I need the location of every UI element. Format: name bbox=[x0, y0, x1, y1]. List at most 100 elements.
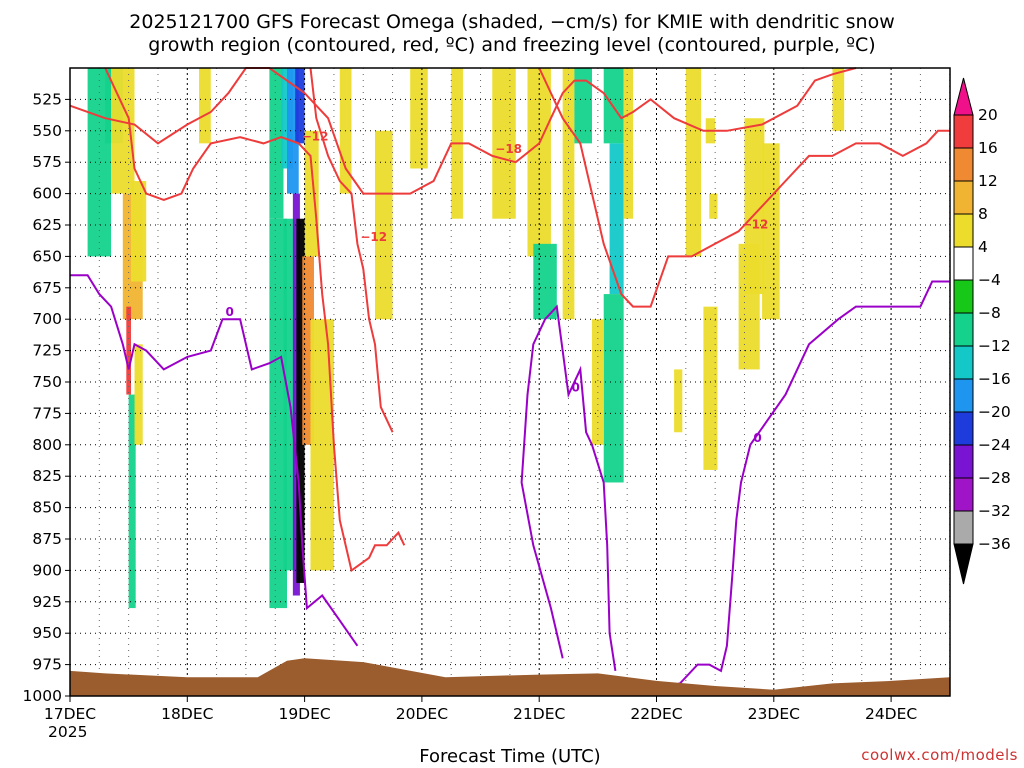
colorbar-swatch-5 bbox=[953, 246, 974, 281]
x-tick-label-23DEC: 23DEC bbox=[748, 705, 800, 723]
omega-cell-17 bbox=[302, 256, 314, 445]
colorbar-swatch-10 bbox=[953, 411, 974, 446]
omega-cell-2 bbox=[111, 68, 135, 194]
y-tick-label-700: 700 bbox=[32, 310, 62, 328]
omega-cell-22 bbox=[410, 68, 428, 169]
y-tick-label-775: 775 bbox=[32, 404, 62, 422]
omega-cell-34 bbox=[685, 68, 702, 257]
x-tick-label-21DEC: 21DEC bbox=[513, 705, 565, 723]
dgz-contour-right-0 bbox=[538, 67, 950, 308]
omega-cell-14 bbox=[283, 218, 296, 571]
omega-cell-7 bbox=[134, 344, 143, 445]
credit-text: coolwx.com/models bbox=[861, 746, 1018, 764]
freezing-level-contour-1 bbox=[70, 274, 359, 647]
dgz-contour-2 bbox=[309, 67, 394, 433]
colorbar-swatch-1 bbox=[953, 114, 974, 149]
colorbar-label-6: −8 bbox=[978, 304, 1001, 322]
y-tick-label-750: 750 bbox=[32, 373, 62, 391]
dgz-contour-right-0-label: −12 bbox=[742, 217, 769, 231]
y-tick-label-725: 725 bbox=[32, 342, 62, 360]
colorbar-label-1: 16 bbox=[978, 139, 998, 157]
terrain-polygon bbox=[70, 658, 950, 696]
colorbar-top-arrow bbox=[953, 77, 974, 116]
y-tick-label-925: 925 bbox=[32, 593, 62, 611]
colorbar-label-3: 8 bbox=[978, 205, 988, 223]
y-tick-label-950: 950 bbox=[32, 624, 62, 642]
colorbar-label-12: −32 bbox=[978, 502, 1011, 520]
omega-cell-24 bbox=[492, 68, 516, 219]
x-tick-label-20DEC: 20DEC bbox=[396, 705, 448, 723]
x-tick-label-18DEC: 18DEC bbox=[161, 705, 213, 723]
colorbar-label-7: −12 bbox=[978, 337, 1011, 355]
x-start-year: 2025 bbox=[48, 723, 87, 741]
colorbar-swatch-7 bbox=[953, 312, 974, 347]
omega-cell-27 bbox=[562, 68, 575, 320]
y-tick-label-675: 675 bbox=[32, 279, 62, 297]
omega-cell-31 bbox=[603, 294, 624, 483]
dgz-contour-0-label: −18 bbox=[495, 142, 522, 156]
y-tick-label-1000: 1000 bbox=[23, 687, 62, 705]
colorbar: 20 16 12 8 4 −4 −8 −12 −16 −20 −24 −28 −32 −36 bbox=[953, 77, 1011, 585]
colorbar-swatch-2 bbox=[953, 147, 974, 182]
omega-cell-30 bbox=[609, 143, 624, 295]
freezing-level-contour-3 bbox=[656, 280, 950, 691]
omega-cell-28 bbox=[574, 68, 592, 144]
colorbar-label-5: −4 bbox=[978, 271, 1001, 289]
omega-cell-25 bbox=[527, 68, 551, 257]
y-tick-label-825: 825 bbox=[32, 467, 62, 485]
colorbar-bottom-arrow bbox=[953, 543, 974, 585]
y-tick-label-800: 800 bbox=[32, 436, 62, 454]
omega-cell-8 bbox=[199, 68, 211, 144]
dgz-contour-0 bbox=[69, 67, 857, 195]
omega-cell-32 bbox=[623, 68, 634, 219]
omega-cell-13 bbox=[269, 218, 288, 609]
dgz-contour-1 bbox=[104, 67, 406, 573]
omega-cell-15 bbox=[292, 193, 300, 596]
y-tick-label-525: 525 bbox=[32, 90, 62, 108]
colorbar-label-0: 20 bbox=[978, 106, 998, 124]
colorbar-swatch-11 bbox=[953, 444, 974, 479]
omega-cell-26 bbox=[533, 243, 557, 320]
y-tick-label-650: 650 bbox=[32, 247, 62, 265]
y-tick-label-875: 875 bbox=[32, 530, 62, 548]
colorbar-swatch-6 bbox=[953, 279, 974, 314]
omega-cell-37 bbox=[709, 193, 718, 219]
y-tick-label-600: 600 bbox=[32, 185, 62, 203]
colorbar-label-4: 4 bbox=[978, 238, 988, 256]
colorbar-label-13: −36 bbox=[978, 535, 1011, 553]
x-axis-label: Forecast Time (UTC) bbox=[419, 746, 600, 767]
omega-cell-21 bbox=[374, 130, 393, 320]
colorbar-label-10: −24 bbox=[978, 436, 1011, 454]
omega-cell-42 bbox=[832, 68, 845, 131]
x-tick-label-24DEC: 24DEC bbox=[865, 705, 917, 723]
colorbar-swatch-3 bbox=[953, 180, 974, 215]
x-axis: 17DEC 18DEC 19DEC 20DEC 21DEC 22DEC 23DEC 24DEC bbox=[44, 696, 917, 723]
temperature-contours: 000−18−12−12−12 bbox=[69, 67, 950, 691]
y-axis: 525 550 575 600 625 650 675 700 725 750 775 800 825 8… bbox=[23, 90, 70, 705]
omega-cell-12 bbox=[295, 68, 305, 144]
dgz-contour-2-label: −12 bbox=[360, 230, 387, 244]
colorbar-label-2: 12 bbox=[978, 172, 998, 190]
freezing-level-contour-2-label: 0 bbox=[572, 381, 580, 395]
y-tick-label-575: 575 bbox=[32, 153, 62, 171]
freezing-level-contour-2 bbox=[520, 304, 617, 672]
omega-cell-16 bbox=[296, 218, 305, 583]
x-tick-label-19DEC: 19DEC bbox=[278, 705, 330, 723]
x-tick-label-17DEC: 17DEC bbox=[44, 705, 96, 723]
x-tick-label-22DEC: 22DEC bbox=[630, 705, 682, 723]
omega-cell-41 bbox=[762, 143, 780, 320]
omega-cell-6 bbox=[128, 394, 136, 609]
y-tick-label-975: 975 bbox=[32, 656, 62, 674]
freezing-level-contour-1-label: 0 bbox=[225, 305, 233, 319]
chart-title-line1: 2025121700 GFS Forecast Omega (shaded, −… bbox=[129, 11, 894, 33]
terrain-ground bbox=[70, 658, 950, 696]
omega-cell-11 bbox=[287, 68, 299, 194]
omega-cell-9 bbox=[269, 68, 284, 219]
colorbar-swatch-4 bbox=[953, 213, 974, 248]
omega-cell-5 bbox=[130, 181, 147, 282]
omega-cell-19 bbox=[310, 319, 334, 571]
omega-cell-40 bbox=[744, 118, 765, 295]
y-tick-label-850: 850 bbox=[32, 499, 62, 517]
colorbar-swatch-8 bbox=[953, 345, 974, 380]
